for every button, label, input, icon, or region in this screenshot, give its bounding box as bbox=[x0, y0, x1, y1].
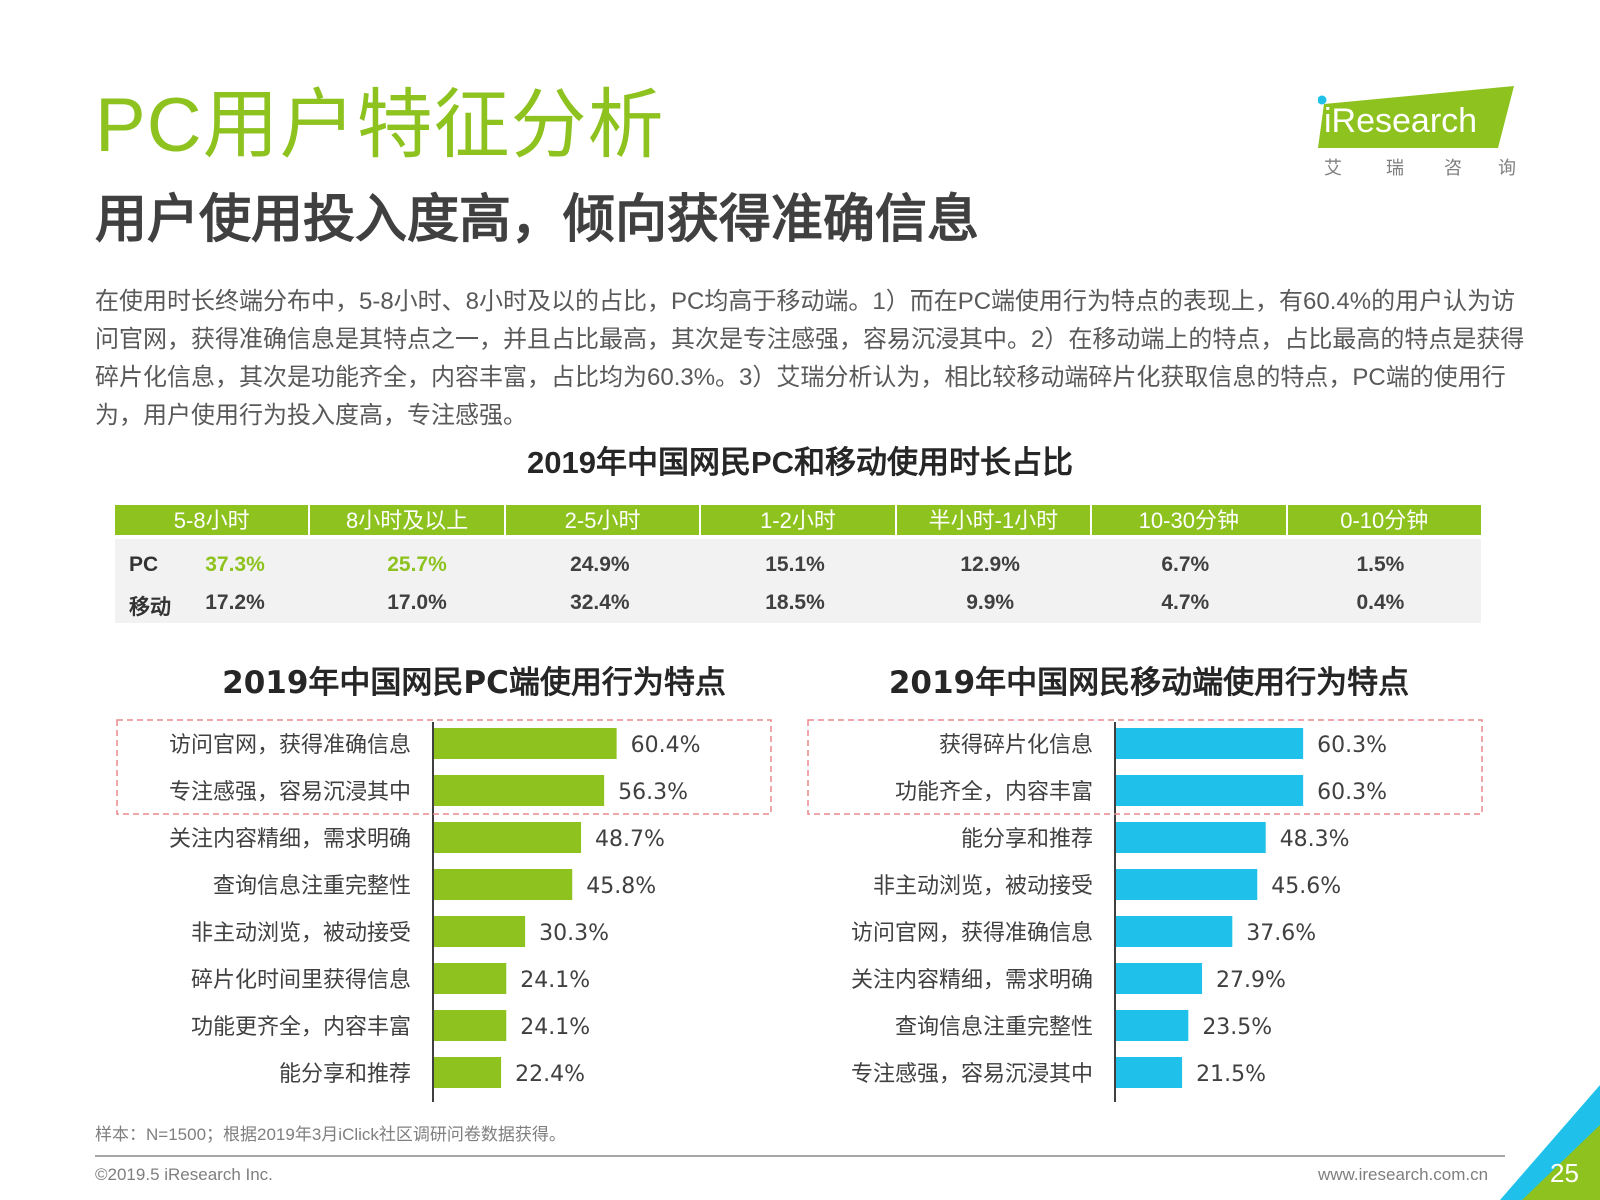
logo-dot bbox=[1318, 95, 1327, 105]
table-cell: 25.7% bbox=[387, 553, 447, 576]
data-label: 24.1% bbox=[520, 1015, 590, 1040]
category-label: 能分享和推荐 bbox=[279, 1062, 411, 1087]
bar bbox=[433, 775, 605, 806]
table-cell: 18.5% bbox=[765, 591, 825, 614]
category-label: 查询信息注重完整性 bbox=[895, 1015, 1093, 1040]
table-column-header: 5-8小时 bbox=[115, 505, 311, 535]
table-column-header: 0-10分钟 bbox=[1287, 505, 1481, 535]
bar bbox=[1115, 869, 1258, 900]
category-label: 功能齐全，内容丰富 bbox=[895, 780, 1093, 805]
table-column-header: 2-5小时 bbox=[505, 505, 702, 535]
row-label-pc: PC bbox=[129, 553, 159, 576]
category-label: 访问官网，获得准确信息 bbox=[169, 733, 411, 758]
bar bbox=[1115, 1057, 1183, 1088]
bar bbox=[433, 963, 507, 994]
data-label: 21.5% bbox=[1196, 1062, 1266, 1087]
data-label: 48.3% bbox=[1280, 827, 1350, 852]
bar bbox=[1115, 775, 1304, 806]
data-label: 22.4% bbox=[515, 1062, 585, 1087]
data-label: 48.7% bbox=[595, 827, 665, 852]
bar bbox=[1115, 728, 1304, 759]
table-cell: 24.9% bbox=[570, 553, 630, 576]
logo-badge bbox=[1318, 86, 1514, 148]
table-column-header: 8小时及以上 bbox=[310, 505, 506, 535]
page-number: 25 bbox=[1550, 1158, 1579, 1188]
table-cell: 37.3% bbox=[205, 553, 265, 576]
data-label: 24.1% bbox=[520, 968, 590, 993]
page-corner-decoration bbox=[1500, 1085, 1600, 1200]
table-column-header: 半小时-1小时 bbox=[896, 505, 1093, 535]
category-label: 获得碎片化信息 bbox=[939, 733, 1093, 758]
bar bbox=[433, 916, 526, 947]
table-column-header: 1-2小时 bbox=[701, 505, 897, 535]
category-label: 专注感强，容易沉浸其中 bbox=[851, 1062, 1093, 1087]
bar-chart-title: 2019年中国网民PC端使用行为特点 bbox=[222, 665, 726, 701]
table-cell: 9.9% bbox=[966, 591, 1015, 614]
logo-tagline-4: 询 bbox=[1498, 158, 1516, 179]
data-label: 23.5% bbox=[1202, 1015, 1272, 1040]
row-label-mobile: 移动 bbox=[129, 596, 171, 619]
highlight-box bbox=[116, 719, 772, 815]
table-cell: 12.9% bbox=[960, 553, 1020, 576]
category-label: 关注内容精细，需求明确 bbox=[169, 827, 411, 852]
logo-tagline-1: 艾 bbox=[1324, 158, 1342, 179]
highlight-box bbox=[807, 719, 1483, 815]
data-label: 37.6% bbox=[1246, 921, 1316, 946]
data-label: 45.6% bbox=[1271, 874, 1341, 899]
table-cell: 1.5% bbox=[1356, 553, 1405, 576]
bar bbox=[433, 1057, 502, 1088]
copyright-text: ©2019.5 iResearch Inc. bbox=[95, 1165, 273, 1184]
intro-paragraph: 在使用时长终端分布中，5-8小时、8小时及以的占比，PC均高于移动端。1）而在P… bbox=[95, 288, 1525, 429]
data-label: 27.9% bbox=[1216, 968, 1286, 993]
table-cell: 32.4% bbox=[570, 591, 630, 614]
duration-share-table: 5-8小时 8小时及以上 2-5小时 1-2小时 半小时-1小时 10-30分钟… bbox=[115, 505, 1481, 623]
table-cell: 6.7% bbox=[1161, 553, 1210, 576]
bar bbox=[433, 822, 582, 853]
duration-table-title: 2019年中国网民PC和移动使用时长占比 bbox=[526, 445, 1074, 480]
category-label: 非主动浏览，被动接受 bbox=[191, 921, 411, 946]
sample-note: 样本：N=1500；根据2019年3月iClick社区调研问卷数据获得。 bbox=[95, 1125, 566, 1144]
table-cell: 17.0% bbox=[387, 591, 447, 614]
logo-tagline-3: 咨 bbox=[1444, 158, 1462, 179]
table-header-row: 5-8小时 8小时及以上 2-5小时 1-2小时 半小时-1小时 10-30分钟… bbox=[115, 505, 1481, 535]
category-label: 访问官网，获得准确信息 bbox=[851, 921, 1093, 946]
bar bbox=[1115, 1010, 1189, 1041]
data-label: 60.4% bbox=[631, 733, 701, 758]
data-label: 56.3% bbox=[618, 780, 688, 805]
category-label: 碎片化时间里获得信息 bbox=[191, 968, 411, 993]
page-title: PC用户特征分析 bbox=[95, 83, 665, 168]
category-label: 专注感强，容易沉浸其中 bbox=[169, 780, 411, 805]
category-label: 非主动浏览，被动接受 bbox=[873, 874, 1093, 899]
data-label: 60.3% bbox=[1317, 780, 1387, 805]
page-subtitle: 用户使用投入度高，倾向获得准确信息 bbox=[95, 191, 980, 249]
table-body: PC 移动 37.3% 25.7% 24.9% 15.1% 12.9% 6.7% 1.5% 1… bbox=[115, 539, 1481, 623]
table-column-header: 10-30分钟 bbox=[1092, 505, 1288, 535]
category-label: 关注内容精细，需求明确 bbox=[851, 968, 1093, 993]
website-url: www.iresearch.com.cn bbox=[1318, 1165, 1489, 1184]
bar bbox=[433, 728, 617, 759]
category-label: 功能更齐全，内容丰富 bbox=[191, 1015, 411, 1040]
logo-tagline-2: 瑞 bbox=[1386, 158, 1404, 179]
table-cell: 4.7% bbox=[1161, 591, 1210, 614]
table-cell: 15.1% bbox=[765, 553, 825, 576]
bar bbox=[433, 1010, 507, 1041]
iresearch-logo: iResearch 艾 瑞 咨 询 bbox=[1318, 86, 1516, 179]
data-label: 45.8% bbox=[586, 874, 656, 899]
category-label: 查询信息注重完整性 bbox=[213, 874, 411, 899]
table-cell: 0.4% bbox=[1356, 591, 1405, 614]
bar bbox=[1115, 916, 1233, 947]
bar bbox=[1115, 822, 1266, 853]
category-label: 能分享和推荐 bbox=[961, 827, 1093, 852]
bar bbox=[433, 869, 573, 900]
data-label: 30.3% bbox=[539, 921, 609, 946]
logo-wordmark: iResearch bbox=[1324, 102, 1477, 140]
footer-divider bbox=[95, 1155, 1505, 1157]
data-label: 60.3% bbox=[1317, 733, 1387, 758]
bar bbox=[1115, 963, 1203, 994]
bar-chart-title: 2019年中国网民移动端使用行为特点 bbox=[889, 665, 1409, 701]
table-cell: 17.2% bbox=[205, 591, 265, 614]
